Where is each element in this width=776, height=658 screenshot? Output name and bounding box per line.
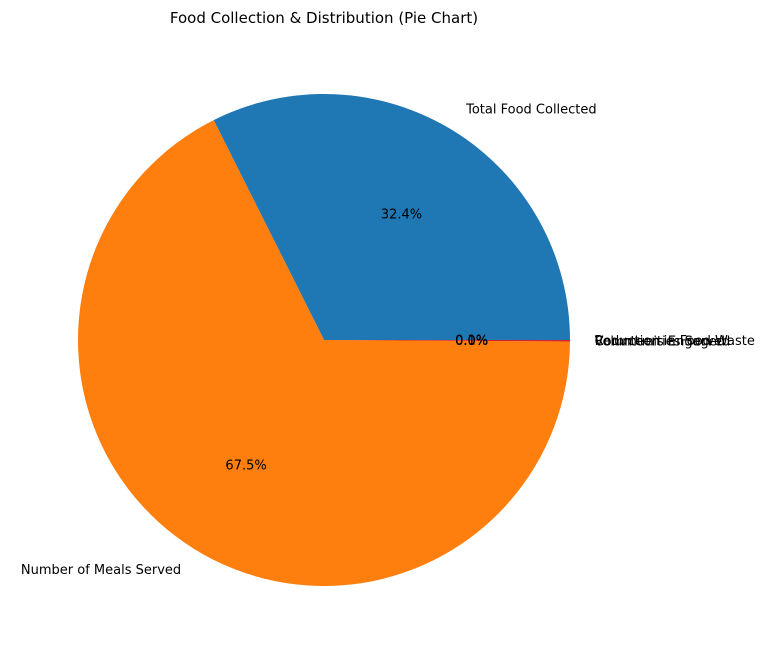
slice-label-1: Total Food Collected xyxy=(465,103,597,118)
pie-slice-2 xyxy=(77,120,570,587)
slice-percent-1: 32.4% xyxy=(381,207,422,222)
chart-title: Food Collection & Distribution (Pie Char… xyxy=(170,9,478,27)
pie-slice-5 xyxy=(324,340,570,342)
slice-percent-3: 0.0% xyxy=(455,334,488,349)
pie-labels: Total Food Collected 32.4% Number of Meals… xyxy=(21,103,755,578)
slice-label-3: Volunteers Engaged xyxy=(595,335,725,350)
slice-percent-4: 0.0% xyxy=(455,334,488,349)
slice-label-4: Communities Served xyxy=(595,335,731,350)
slice-label-2: Number of Meals Served xyxy=(21,563,181,578)
slice-percent-2: 67.5% xyxy=(225,458,266,473)
slice-percent-5: 0.1% xyxy=(455,333,488,348)
pie-slice-1 xyxy=(213,94,570,341)
pie-slices xyxy=(77,94,570,587)
slice-label-5: Reduction in Food Waste xyxy=(595,334,755,349)
